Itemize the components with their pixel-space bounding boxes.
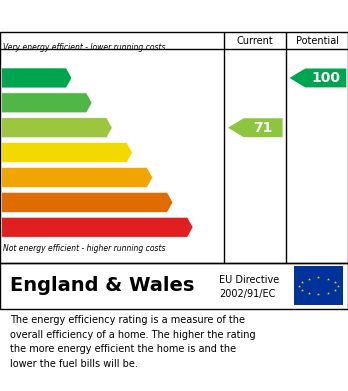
Text: B: B (75, 96, 85, 109)
Text: Potential: Potential (295, 36, 339, 46)
Text: G: G (175, 221, 186, 234)
Polygon shape (2, 68, 72, 88)
Text: E: E (137, 171, 145, 184)
Text: (21-38): (21-38) (4, 199, 31, 206)
Polygon shape (2, 167, 153, 187)
Text: 2002/91/EC: 2002/91/EC (219, 289, 276, 299)
Text: (1-20): (1-20) (4, 224, 26, 230)
Text: Energy Efficiency Rating: Energy Efficiency Rating (10, 7, 258, 25)
Text: C: C (96, 121, 105, 134)
Text: D: D (115, 146, 125, 159)
Text: England & Wales: England & Wales (10, 276, 195, 295)
Text: A: A (55, 72, 64, 84)
Text: (55-68): (55-68) (4, 149, 31, 156)
Text: 71: 71 (253, 121, 273, 135)
Polygon shape (2, 118, 112, 138)
Text: EU Directive: EU Directive (219, 275, 279, 285)
Polygon shape (2, 217, 193, 237)
Text: F: F (157, 196, 166, 209)
Polygon shape (290, 68, 346, 88)
Bar (294, 266, 343, 305)
Polygon shape (228, 118, 283, 137)
Text: The energy efficiency rating is a measure of the
overall efficiency of a home. T: The energy efficiency rating is a measur… (10, 316, 256, 369)
Text: (81-91): (81-91) (4, 100, 31, 106)
Text: (92-100): (92-100) (4, 75, 35, 81)
Text: (69-80): (69-80) (4, 124, 31, 131)
Text: 100: 100 (311, 71, 340, 85)
Text: (39-54): (39-54) (4, 174, 31, 181)
Polygon shape (2, 143, 133, 163)
Text: Not energy efficient - higher running costs: Not energy efficient - higher running co… (3, 244, 166, 253)
Text: Current: Current (237, 36, 274, 46)
Polygon shape (2, 93, 92, 113)
Text: Very energy efficient - lower running costs: Very energy efficient - lower running co… (3, 43, 166, 52)
Polygon shape (2, 192, 173, 212)
